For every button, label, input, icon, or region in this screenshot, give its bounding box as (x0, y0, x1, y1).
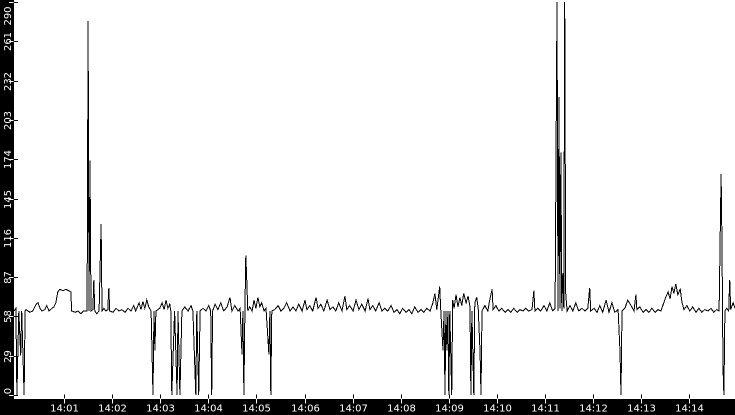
y-axis-band (0, 0, 14, 415)
y-tick-label: 232 (3, 72, 14, 91)
y-tick-label: 174 (3, 150, 14, 169)
x-tick-label: 14:05 (242, 404, 271, 415)
y-tick-label: 0 (3, 388, 14, 394)
x-tick-label: 14:08 (387, 404, 416, 415)
x-tick-label: 14:02 (98, 404, 127, 415)
y-tick-label: 145 (3, 190, 14, 209)
y-tick-label: 203 (3, 111, 14, 130)
x-tick-label: 14:09 (435, 404, 464, 415)
x-tick-label: 14:12 (579, 404, 608, 415)
x-tick-label: 14:14 (675, 404, 704, 415)
x-tick-label: 14:06 (291, 404, 320, 415)
x-tick-label: 14:11 (531, 404, 560, 415)
y-tick-label: 58 (3, 310, 14, 323)
y-tick-label: 290 (3, 6, 14, 25)
x-tick-label: 14:04 (194, 404, 223, 415)
plot-area (14, 0, 735, 399)
x-tick-label: 14:07 (339, 404, 368, 415)
x-tick-label: 14:01 (50, 404, 79, 415)
x-axis-ticks: 14:01 14:02 14:03 14:04 14:05 14:06 14:07 14:08… (50, 394, 704, 415)
x-tick-label: 14:03 (146, 404, 175, 415)
x-axis-band (0, 399, 735, 415)
data-series-line (13, 1, 735, 396)
y-tick-label: 87 (3, 271, 14, 284)
x-tick-label: 14:13 (627, 404, 656, 415)
y-tick-label: 116 (3, 229, 14, 248)
y-tick-label: 261 (3, 32, 14, 51)
y-axis-ticks: 0 29 58 87 116 145 174 203 232 261 290 (3, 2, 18, 396)
y-tick-label: 29 (3, 350, 14, 363)
x-tick-label: 14:10 (483, 404, 512, 415)
